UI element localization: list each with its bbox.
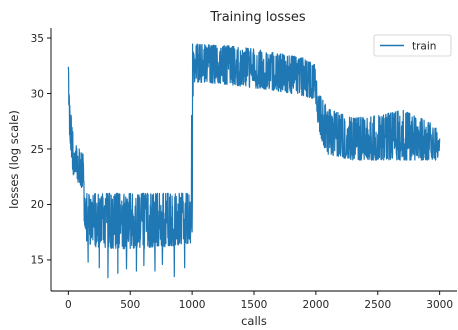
legend-box	[373, 34, 452, 57]
series-line-train	[67, 43, 441, 279]
y-tick-label: 25	[31, 144, 44, 156]
x-tick-label: 0	[65, 299, 72, 311]
x-axis-label: calls	[241, 314, 267, 328]
y-axis-label: losses (log scale)	[7, 110, 21, 209]
x-tick-label: 2000	[303, 299, 330, 311]
x-tick-label: 3000	[426, 299, 453, 311]
x-tick-label: 500	[120, 299, 140, 311]
x-tick-label: 1500	[241, 299, 268, 311]
legend-label-train: train	[412, 40, 436, 52]
plot-area	[67, 43, 441, 279]
chart-title: Training losses	[209, 10, 306, 25]
y-tick-label: 15	[31, 255, 44, 267]
legend: train	[373, 34, 452, 57]
x-tick-label: 2500	[364, 299, 391, 311]
x-tick-label: 1000	[179, 299, 206, 311]
x-axis-ticks: 0 500 1000 1500 2000 2500 3000	[65, 291, 453, 311]
y-axis-ticks: 15 20 25 30 35	[31, 33, 51, 267]
y-tick-label: 30	[31, 88, 44, 100]
y-tick-label: 35	[31, 33, 44, 45]
y-tick-label: 20	[31, 199, 44, 211]
